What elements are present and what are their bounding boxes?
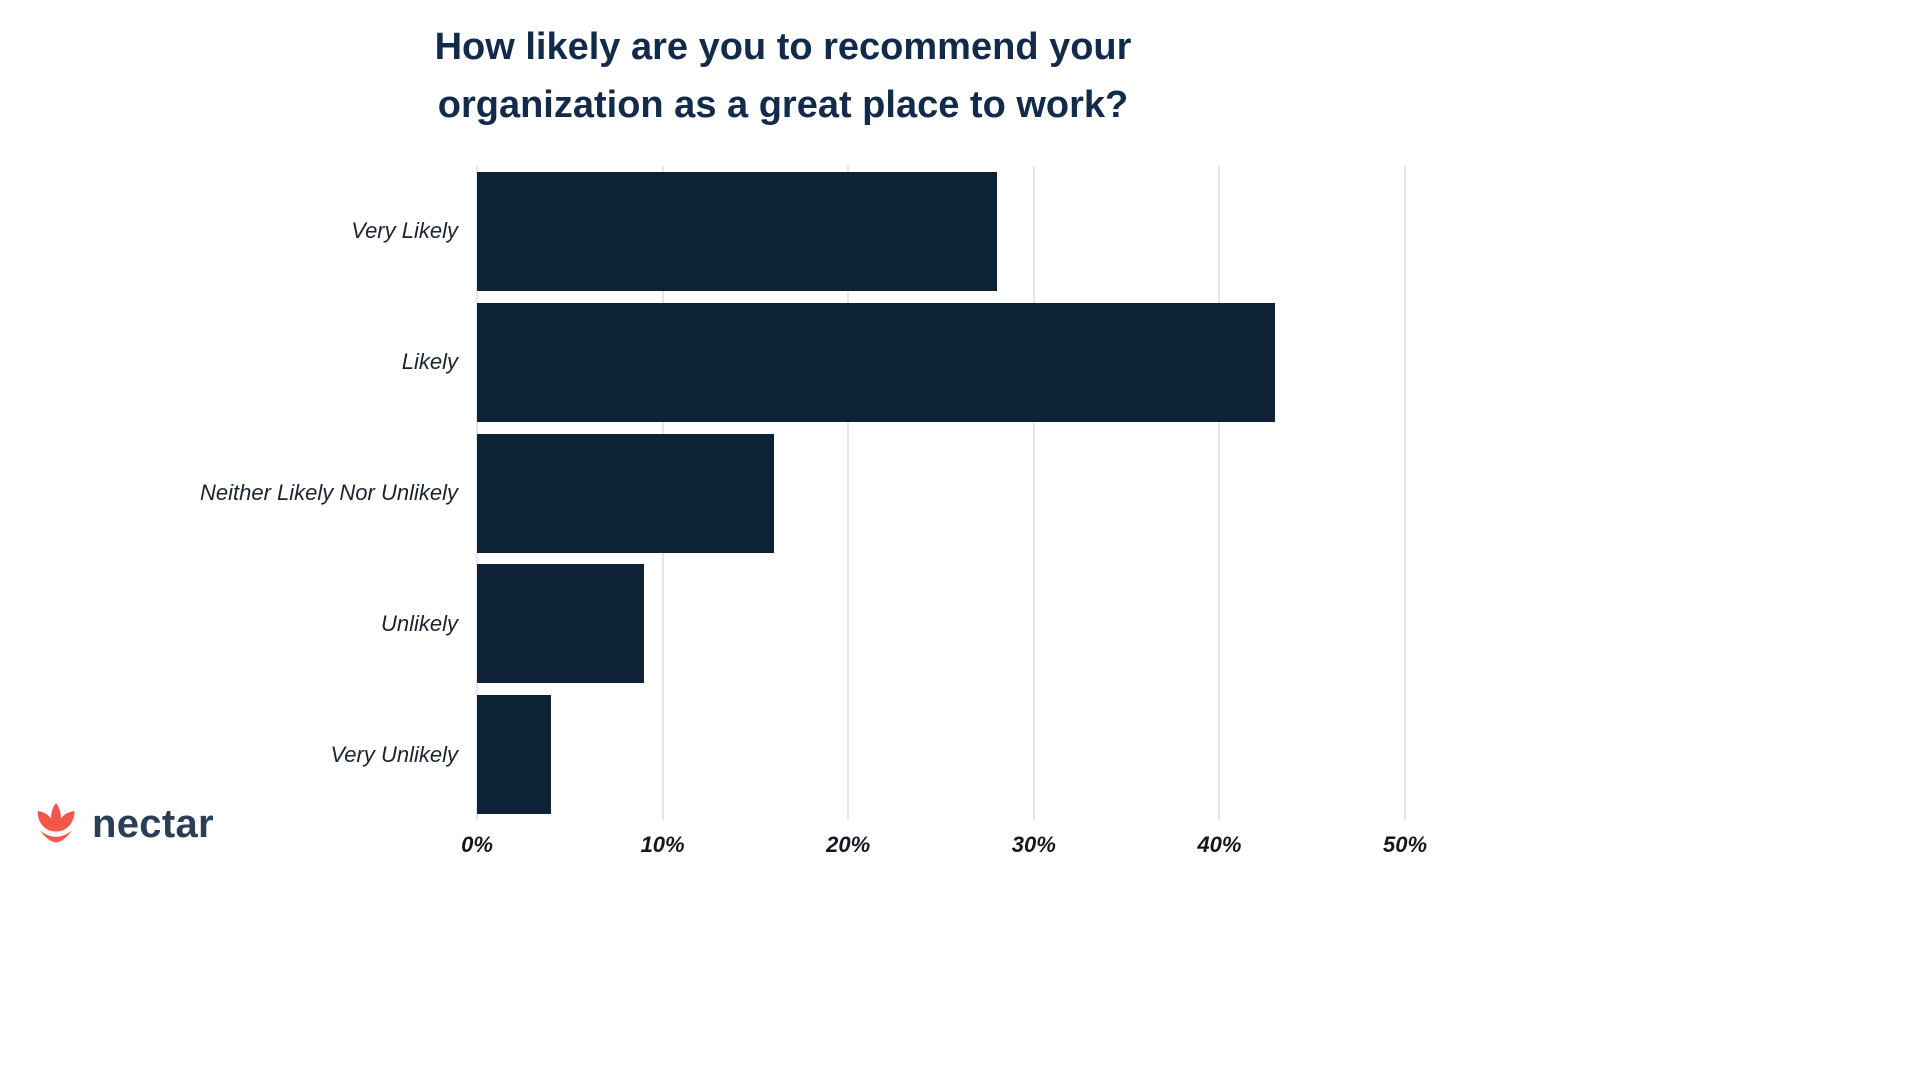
category-label: Very Unlikely	[330, 741, 458, 767]
gridline-50	[1404, 166, 1406, 820]
chart-title: How likely are you to recommend your org…	[435, 18, 1132, 134]
bar-very-likely	[477, 171, 997, 291]
category-label: Unlikely	[380, 610, 458, 636]
bar-very-unlikely	[477, 695, 552, 815]
x-axis: 0% 10% 20% 30% 40% 50%	[461, 820, 1427, 868]
category-label: Neither Likely Nor Unlikely	[200, 479, 458, 505]
category-label: Very Likely	[351, 218, 458, 244]
x-axis-tick-label: 20%	[826, 832, 871, 857]
chart-title-line-2: organization as a great place to work?	[437, 84, 1129, 126]
bar-neither-likely-nor-unlikely	[477, 433, 774, 553]
gridline-30	[1032, 166, 1035, 820]
gridline-40	[1218, 166, 1221, 820]
x-axis-tick-label: 30%	[1011, 832, 1056, 857]
plot-area: 0% 10% 20% 30% 40% 50%	[461, 166, 1427, 857]
x-axis-tick-label: 40%	[1197, 832, 1242, 857]
category-label: Likely	[401, 349, 458, 375]
lotus-flower-icon	[37, 803, 75, 843]
bar-unlikely	[477, 564, 645, 684]
chart-title-line-1: How likely are you to recommend your	[434, 26, 1132, 68]
bar-likely	[477, 302, 1276, 422]
x-axis-tick-label: 50%	[1382, 832, 1428, 857]
category-labels: Very Likely Likely Neither Likely Nor Unli…	[0, 166, 477, 820]
gridline-20	[847, 166, 850, 820]
nectar-logo-text: nectar	[92, 801, 214, 846]
x-axis-tick-label: 10%	[640, 832, 685, 857]
nectar-logo: nectar	[32, 800, 214, 848]
x-axis-tick-label: 0%	[461, 832, 493, 857]
